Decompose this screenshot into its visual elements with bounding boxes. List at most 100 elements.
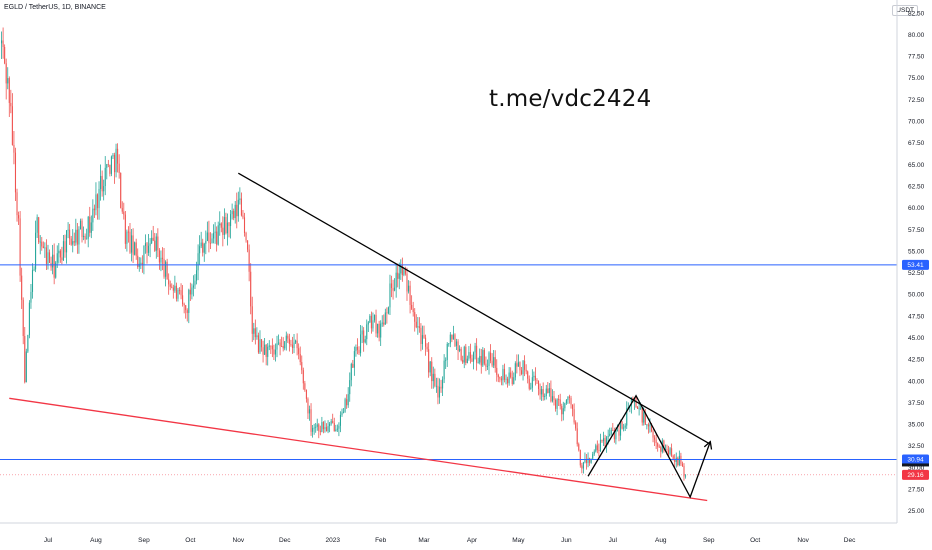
candle-body [265, 344, 267, 357]
x-tick-label: Aug [655, 537, 667, 544]
candle-body [339, 414, 341, 426]
candle-body [327, 426, 329, 432]
candle-body [273, 349, 275, 355]
candle-body [592, 454, 594, 459]
candle-body [350, 363, 352, 381]
candle-body [352, 363, 354, 368]
y-tick-label: 45.00 [908, 335, 925, 342]
candle-body [267, 346, 269, 357]
candle-body [213, 233, 215, 239]
candle-body [174, 285, 176, 291]
candle-body [38, 217, 40, 243]
candle-body [118, 163, 120, 173]
candle-body [205, 240, 207, 244]
candle-body [355, 346, 357, 352]
candle-body [667, 450, 670, 455]
candle-body [601, 439, 603, 442]
level-tag-text: 30.94 [907, 457, 924, 464]
candle-body [271, 345, 273, 350]
price-tags-layer: 53.41 30.94 29.16 [902, 259, 929, 480]
candle-body [397, 272, 399, 279]
y-tick-label: 30.00 [908, 465, 925, 472]
candle-body [602, 438, 605, 442]
x-tick-label: Apr [467, 537, 478, 544]
candle-body [333, 422, 335, 432]
candle-body [11, 106, 13, 145]
y-tick-label: 25.00 [908, 508, 925, 515]
candle-body [112, 154, 114, 157]
candle-body [14, 152, 17, 193]
candle-body [336, 428, 338, 430]
candle-body [237, 199, 239, 217]
candle-body [16, 192, 18, 216]
candle-body [39, 241, 41, 243]
candle-body [612, 430, 614, 431]
candle-body [621, 421, 623, 429]
candle-body [155, 236, 157, 251]
candle-body [115, 148, 117, 173]
candle-body [24, 336, 26, 383]
candle-body [234, 204, 236, 219]
candle-body [647, 424, 649, 427]
candle-body [8, 78, 10, 103]
candle-body [59, 250, 61, 258]
candle-body [550, 388, 552, 402]
candle-body [644, 412, 646, 425]
horizontal-levels-layer [0, 264, 897, 476]
last-price-tag-bg [902, 469, 929, 480]
candle-body [200, 242, 202, 247]
candle-body [329, 423, 331, 427]
candle-body [316, 424, 318, 427]
candle-body [202, 242, 204, 253]
candle-body [278, 342, 280, 344]
candle-body [158, 250, 160, 263]
candle-body [476, 345, 478, 363]
candle-body [257, 335, 259, 353]
candle-body [425, 337, 427, 347]
candle-body [463, 346, 465, 363]
candle-body [527, 371, 529, 379]
candle-body [310, 409, 312, 432]
candle-body [55, 262, 57, 278]
candle-body [151, 237, 153, 244]
candle-body [100, 175, 102, 189]
candle-body [322, 422, 324, 430]
candle-body [186, 310, 188, 313]
candle-body [191, 287, 193, 295]
candle-body [41, 241, 43, 247]
candle-body [282, 346, 284, 349]
candle-body [539, 388, 541, 395]
candle-body [660, 447, 662, 452]
candle-body [243, 217, 246, 233]
candle-body [420, 327, 422, 344]
candle-body [335, 429, 337, 432]
candle-body [641, 407, 643, 423]
candle-body [564, 403, 566, 409]
currency-button[interactable]: USDT [892, 5, 918, 16]
candle-body [477, 362, 479, 364]
candle-body [598, 450, 600, 451]
candle-body [607, 435, 609, 438]
candle-body [203, 243, 205, 253]
candle-body [143, 245, 145, 265]
candle-body [392, 288, 394, 291]
candle-body [589, 458, 591, 463]
watermark-text: t.me/vdc2424 [489, 86, 652, 112]
candle-body [189, 289, 191, 295]
candle-body [474, 345, 476, 353]
candle-body [683, 465, 685, 477]
candle-body [599, 439, 601, 451]
candle-body [48, 252, 51, 263]
x-tick-label: Oct [750, 537, 760, 544]
candle-body [544, 396, 546, 397]
candle-body [654, 437, 656, 440]
x-tick-label: Nov [233, 537, 245, 544]
candle-body [514, 363, 516, 378]
candle-body [561, 406, 563, 415]
candle-body [152, 237, 154, 241]
candle-body [30, 291, 32, 303]
candle-body [188, 289, 190, 313]
candle-body [332, 421, 334, 423]
candle-body [214, 231, 216, 234]
